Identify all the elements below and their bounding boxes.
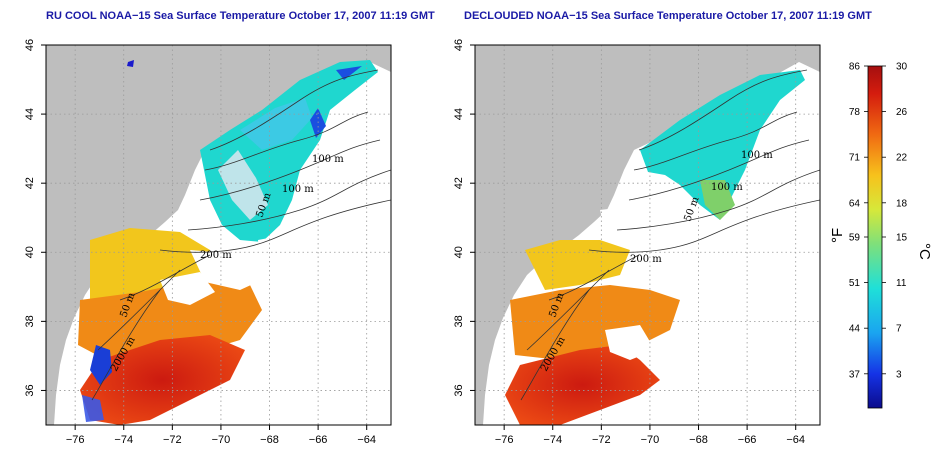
left-map-title: RU COOL NOAA−15 Sea Surface Temperature … — [46, 10, 435, 22]
lat-lon-grid — [46, 45, 391, 425]
lon-tick-label: −74 — [114, 434, 133, 446]
lon-tick-label: −70 — [212, 434, 231, 446]
fahrenheit-unit-label: °F — [829, 228, 846, 243]
lon-tick-label: −72 — [163, 434, 182, 446]
lat-tick-label: 44 — [24, 108, 36, 120]
lon-tick-label: −64 — [786, 434, 805, 446]
celsius-tick-label: 15 — [896, 233, 908, 244]
celsius-tick-label: 18 — [896, 198, 908, 209]
fahrenheit-tick-label: 64 — [849, 198, 861, 209]
land-mass — [46, 45, 391, 425]
fahrenheit-tick-label: 59 — [849, 233, 861, 244]
lat-tick-label: 36 — [24, 384, 36, 396]
lon-tick-label: −64 — [357, 434, 376, 446]
lon-tick-label: −66 — [738, 434, 757, 446]
lon-tick-label: −68 — [689, 434, 708, 446]
map-frame — [474, 44, 821, 426]
fahrenheit-tick-label: 44 — [849, 324, 861, 335]
lat-tick-label: 44 — [453, 108, 465, 120]
land-mass — [475, 45, 820, 425]
left-map-panel: 100 m 100 m 50 m 200 m 50 m 2000 m −76 −7… — [24, 39, 392, 446]
lon-tick-label: −74 — [543, 434, 562, 446]
contour-label: 100 m — [711, 182, 743, 193]
celsius-tick-label: 3 — [896, 369, 902, 380]
celsius-tick-label: 30 — [896, 62, 908, 73]
celsius-tick-label: 7 — [896, 324, 902, 335]
lat-lon-grid — [475, 45, 820, 425]
contour-label: 100 m — [741, 150, 773, 161]
lat-tick-label: 42 — [453, 177, 465, 189]
fahrenheit-tick-label: 37 — [849, 369, 861, 380]
fahrenheit-tick-label: 51 — [849, 278, 861, 289]
lat-tick-label: 42 — [24, 177, 36, 189]
map-axes: −76 −74 −72 −70 −68 −66 −64 36 38 40 42 44 46 — [24, 39, 376, 446]
lon-tick-label: −76 — [495, 434, 514, 446]
bathymetry-contours — [520, 69, 820, 401]
lat-tick-label: 40 — [24, 246, 36, 258]
sst-field — [505, 70, 820, 425]
lat-tick-label: 36 — [453, 384, 465, 396]
fahrenheit-tick-label: 86 — [849, 62, 861, 73]
lon-tick-label: −70 — [641, 434, 660, 446]
celsius-unit-label: °C — [916, 243, 933, 260]
contour-label: 200 m — [630, 254, 662, 265]
celsius-tick-label: 22 — [896, 153, 908, 164]
bathymetry-contours — [91, 69, 391, 401]
lon-tick-label: −72 — [592, 434, 611, 446]
lat-tick-label: 40 — [453, 246, 465, 258]
lat-tick-label: 38 — [453, 315, 465, 327]
contour-label: 100 m — [312, 154, 344, 165]
fahrenheit-tick-label: 71 — [849, 153, 861, 164]
colorbar-scale — [867, 65, 883, 409]
celsius-tick-label: 26 — [896, 107, 908, 118]
contour-label: 200 m — [200, 250, 232, 261]
lon-tick-label: −66 — [309, 434, 328, 446]
lon-tick-label: −68 — [260, 434, 279, 446]
right-map-panel: 100 m 100 m 50 m 200 m 50 m 2000 m −76 −7… — [453, 39, 821, 446]
contour-label: 100 m — [282, 184, 314, 195]
map-frame — [45, 44, 392, 426]
sst-field — [78, 60, 391, 425]
lat-tick-label: 46 — [24, 39, 36, 51]
lat-tick-label: 38 — [24, 315, 36, 327]
map-axes: −76 −74 −72 −70 −68 −66 −64 36 38 40 42 44 46 — [453, 39, 805, 446]
fahrenheit-tick-label: 78 — [849, 107, 861, 118]
colorbar: 30 86 26 78 22 71 18 64 15 59 11 51 7 44 3 37 °F °C — [829, 62, 933, 409]
celsius-tick-label: 11 — [896, 278, 907, 289]
lon-tick-label: −76 — [66, 434, 85, 446]
lat-tick-label: 46 — [453, 39, 465, 51]
right-map-title: DECLOUDED NOAA−15 Sea Surface Temperatur… — [464, 10, 872, 22]
